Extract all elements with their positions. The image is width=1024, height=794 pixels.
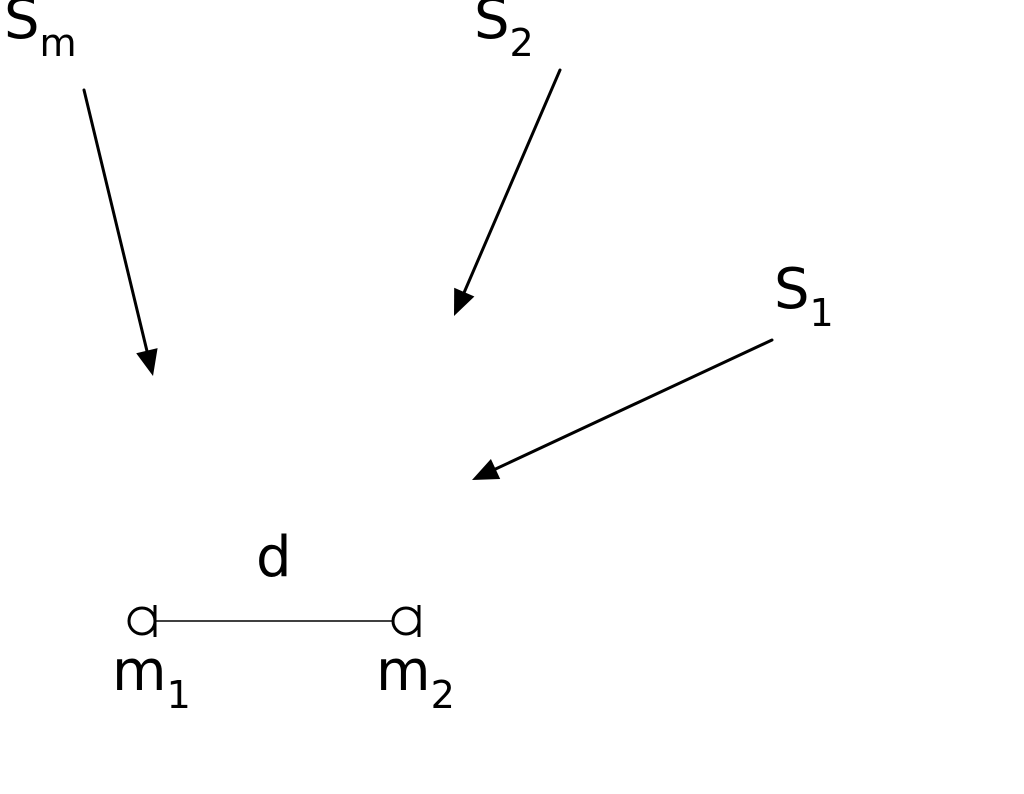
source-label-S1: S1 xyxy=(774,262,834,326)
microphone-label-m2: m2 xyxy=(376,644,455,708)
source-label-Sm-subscript: m xyxy=(40,21,77,65)
distance-label: d xyxy=(256,530,292,586)
arrow-shaft xyxy=(84,90,147,351)
source-label-S2-subscript: 2 xyxy=(510,21,534,65)
source-label-S2: S2 xyxy=(474,0,534,56)
diagram-canvas: SmS2S1m1m2d xyxy=(0,0,1024,794)
microphone-label-m2-subscript: 2 xyxy=(431,673,455,717)
source-label-Sm: Sm xyxy=(4,0,77,56)
source-label-Sm-base: S xyxy=(4,0,40,52)
microphone-circle xyxy=(393,608,419,634)
arrow-shaft xyxy=(464,70,560,292)
arrow-shaft xyxy=(496,340,772,469)
source-label-S2-base: S xyxy=(474,0,510,52)
microphone-label-m2-base: m xyxy=(376,639,431,704)
microphone-label-m1: m1 xyxy=(112,644,191,708)
microphone-label-m1-subscript: 1 xyxy=(167,673,191,717)
source-label-S1-subscript: 1 xyxy=(810,291,834,335)
source-label-S1-base: S xyxy=(774,257,810,322)
arrow-head xyxy=(136,348,157,376)
microphone-circle xyxy=(129,608,155,634)
microphone-label-m1-base: m xyxy=(112,639,167,704)
